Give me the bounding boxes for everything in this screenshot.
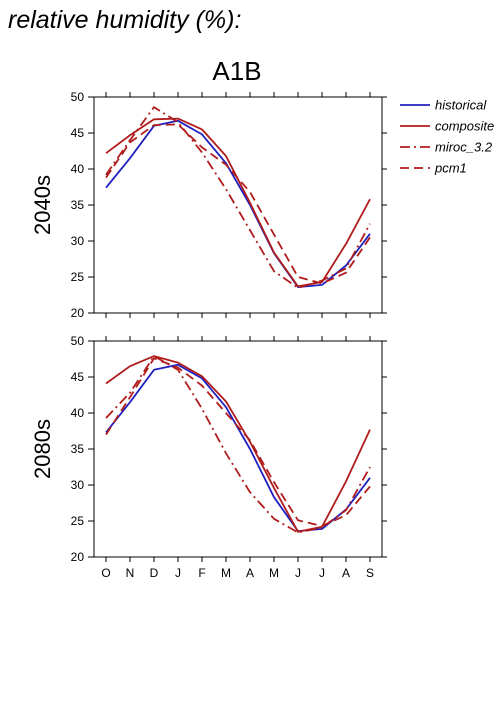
legend-label: pcm1 [434,161,467,176]
x-tick-label: N [126,566,135,580]
legend-label: historical [435,98,487,113]
series-line-miroc-3-2 [105,106,371,289]
row-label: 2040s [30,175,55,235]
series-line-historical [105,119,371,289]
y-tick-label: 35 [71,198,85,212]
legend: historical composite miroc_3.2 pcm1 [400,98,494,176]
x-tick-label: A [246,566,254,580]
x-tick-label: F [198,566,205,580]
series-line-composite [105,355,371,533]
legend-label: miroc_3.2 [435,140,493,155]
y-tick-label: 45 [71,370,85,384]
x-tick-label: M [269,566,279,580]
x-tick-label: J [319,566,325,580]
y-tick-label: 20 [71,306,85,320]
x-tick-label: A [342,566,350,580]
x-tick-label: J [175,566,181,580]
x-tick-label: D [150,566,159,580]
y-tick-label: 25 [71,270,85,284]
y-tick-label: 50 [71,334,85,348]
y-tick-label: 40 [71,162,85,176]
x-tick-label: S [366,566,374,580]
y-tick-label: 20 [71,550,85,564]
y-tick-label: 25 [71,514,85,528]
y-tick-label: 30 [71,234,85,248]
y-tick-label: 45 [71,126,85,140]
series-line-pcm1 [105,123,371,285]
x-tick-label: J [295,566,301,580]
series-line-composite [105,117,371,288]
y-tick-label: 35 [71,442,85,456]
y-tick-label: 50 [71,90,85,104]
y-tick-label: 30 [71,478,85,492]
y-tick-label: 40 [71,406,85,420]
panel-2040s: 20 25 30 35 40 45 50 2040s [30,90,387,320]
scenario-title: A1B [212,56,262,86]
series-line-pcm1 [105,357,371,527]
x-tick-label: O [101,566,110,580]
legend-label: composite [435,119,494,134]
x-tick-label: M [221,566,231,580]
panel-2080s: 20 25 30 35 40 45 50 O N D J F M A M J J A S 2080s [30,334,387,580]
panel-frame [93,340,383,558]
page-title: relative humidity (%): [8,6,242,34]
row-label: 2080s [30,419,55,479]
series-line-historical [105,363,371,532]
